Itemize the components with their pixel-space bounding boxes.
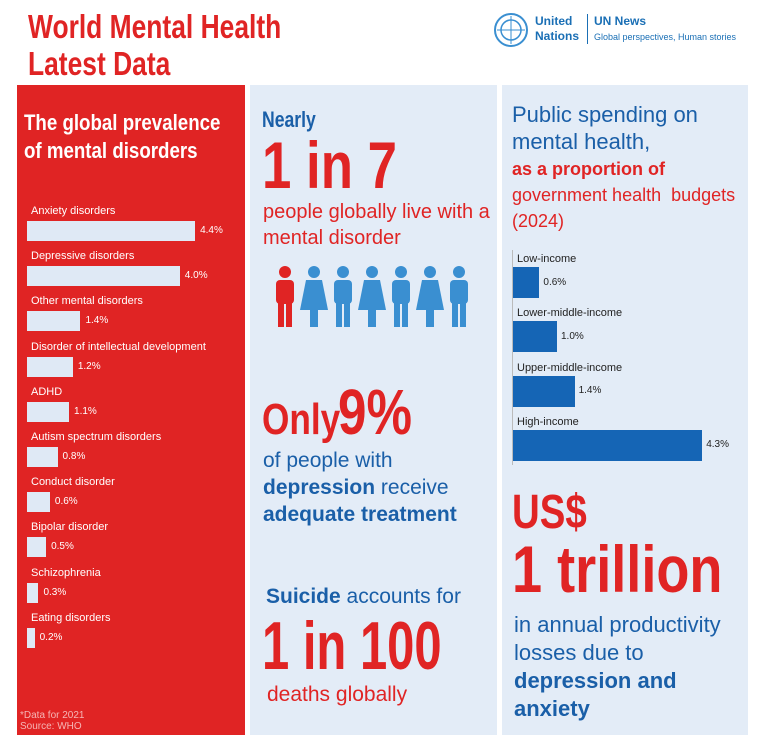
category-label: Low-income <box>517 253 577 265</box>
un-name: United Nations <box>535 14 579 44</box>
stat-text: people globally live with a mental disor… <box>263 201 490 249</box>
value-label: 1.0% <box>561 330 584 342</box>
category-label: Depressive disorders <box>31 250 135 263</box>
stat-part: in annual productivity losses due to <box>514 612 721 665</box>
title-line: as a proportion of <box>512 159 665 179</box>
bar <box>27 492 50 513</box>
stats-panel: Nearly 1 in 7 people globally live with … <box>250 85 497 735</box>
value-label: 0.3% <box>43 586 67 598</box>
stat-figure: 1 in 7 <box>262 127 431 203</box>
title-line: World Mental Health <box>28 8 282 45</box>
stat-part: adequate treatment <box>263 503 457 526</box>
stat-figure: 1 in 100 <box>262 607 512 685</box>
bar <box>27 356 73 377</box>
bar <box>27 401 70 422</box>
category-label: Upper-middle-income <box>517 361 623 374</box>
stat-lead: Suicide accounts for <box>266 585 461 609</box>
stat-text: deaths globally <box>267 683 408 706</box>
value-label: 4.4% <box>200 225 223 236</box>
bar <box>513 375 575 407</box>
news-title: UN News <box>594 14 647 28</box>
value-label: 4.3% <box>706 439 729 451</box>
title-line: (2024) <box>512 211 565 231</box>
stat-lead: Only <box>262 395 341 444</box>
chart-title: The global prevalence of mental disorder… <box>24 109 239 165</box>
category-label: Eating disorders <box>31 611 111 624</box>
stat-part: receive <box>380 476 449 499</box>
stat-text: of people with depression receive adequa… <box>263 447 457 528</box>
value-label: 1.1% <box>74 405 97 417</box>
stat-text: in annual productivity losses due to dep… <box>514 611 724 723</box>
stat-figure: 1 trillion <box>512 531 765 607</box>
stat-lead: Nearly <box>262 107 329 133</box>
bar <box>27 582 39 603</box>
category-label: Autism spectrum disorders <box>31 431 162 443</box>
stat-part: Suicide <box>266 585 341 608</box>
value-label: 4.0% <box>184 270 208 282</box>
stat-headline: Only9% <box>262 375 430 449</box>
bar <box>27 311 81 332</box>
chart-title: Public spending on mental health, as a p… <box>512 103 747 235</box>
category-label: Schizophrenia <box>31 566 101 579</box>
prevalence-panel: The global prevalence of mental disorder… <box>17 85 245 735</box>
category-label: Bipolar disorder <box>31 521 109 534</box>
note: *Data for 2021 <box>20 710 85 721</box>
category-label: High-income <box>517 415 579 428</box>
value-label: 1.2% <box>77 360 101 372</box>
title-line: mental health, <box>512 129 651 154</box>
value-label: 0.6% <box>543 276 567 288</box>
stat-part: accounts for <box>346 585 461 608</box>
axis-line <box>512 250 513 465</box>
value-label: 0.6% <box>54 496 78 508</box>
category-label: Disorder of intellectual development <box>31 340 206 353</box>
bar <box>513 321 557 353</box>
divider <box>587 14 588 44</box>
category-label: Other mental disorders <box>31 295 143 308</box>
category-label: Anxiety disorders <box>31 205 116 217</box>
stat-part: of people with <box>263 449 393 472</box>
value-label: 1.4% <box>85 315 109 327</box>
title-line: Public spending on <box>512 102 698 127</box>
stat-lead-text: Nearly <box>262 107 316 132</box>
value-label: 0.2% <box>39 631 63 643</box>
un-name-line: Nations <box>535 29 580 43</box>
un-logo <box>494 13 528 47</box>
stat-figure-text: 1 trillion <box>512 532 723 606</box>
chart-title-text: The global prevalence of mental disorder… <box>24 110 221 163</box>
category-label: Lower-middle-income <box>517 307 623 320</box>
bar <box>27 221 196 241</box>
stat-lead-text: US$ <box>512 486 587 539</box>
bar <box>27 266 180 287</box>
title-line: Latest Data <box>28 45 171 82</box>
category-label: ADHD <box>31 385 63 398</box>
value-label: 0.8% <box>62 451 86 462</box>
bar <box>27 627 35 648</box>
spending-panel: Public spending on mental health, as a p… <box>502 85 748 735</box>
value-label: 1.4% <box>578 385 602 397</box>
un-name-line: United <box>535 14 573 28</box>
bar <box>27 447 58 467</box>
stat-part: depression and anxiety <box>514 668 677 721</box>
bar <box>513 429 703 461</box>
people-icons <box>276 266 468 327</box>
news-tagline: Global perspectives, Human stories <box>594 32 737 42</box>
stat-figure-text: 1 in 7 <box>262 128 397 202</box>
title: World Mental Health Latest Data <box>28 8 345 82</box>
title-line: government health budgets <box>512 185 736 205</box>
bar <box>27 537 47 558</box>
bar <box>513 267 540 298</box>
stat-figure-text: 1 in 100 <box>262 608 442 684</box>
category-label: Conduct disorder <box>31 476 115 489</box>
note: Source: WHO <box>20 721 82 732</box>
notes: *Data for 2021 Source: WHO <box>20 710 85 732</box>
value-label: 0.5% <box>51 541 74 553</box>
stat-lead: US$ <box>512 485 605 540</box>
stat-figure: 9% <box>337 376 412 448</box>
stat-part: depression <box>263 476 376 499</box>
